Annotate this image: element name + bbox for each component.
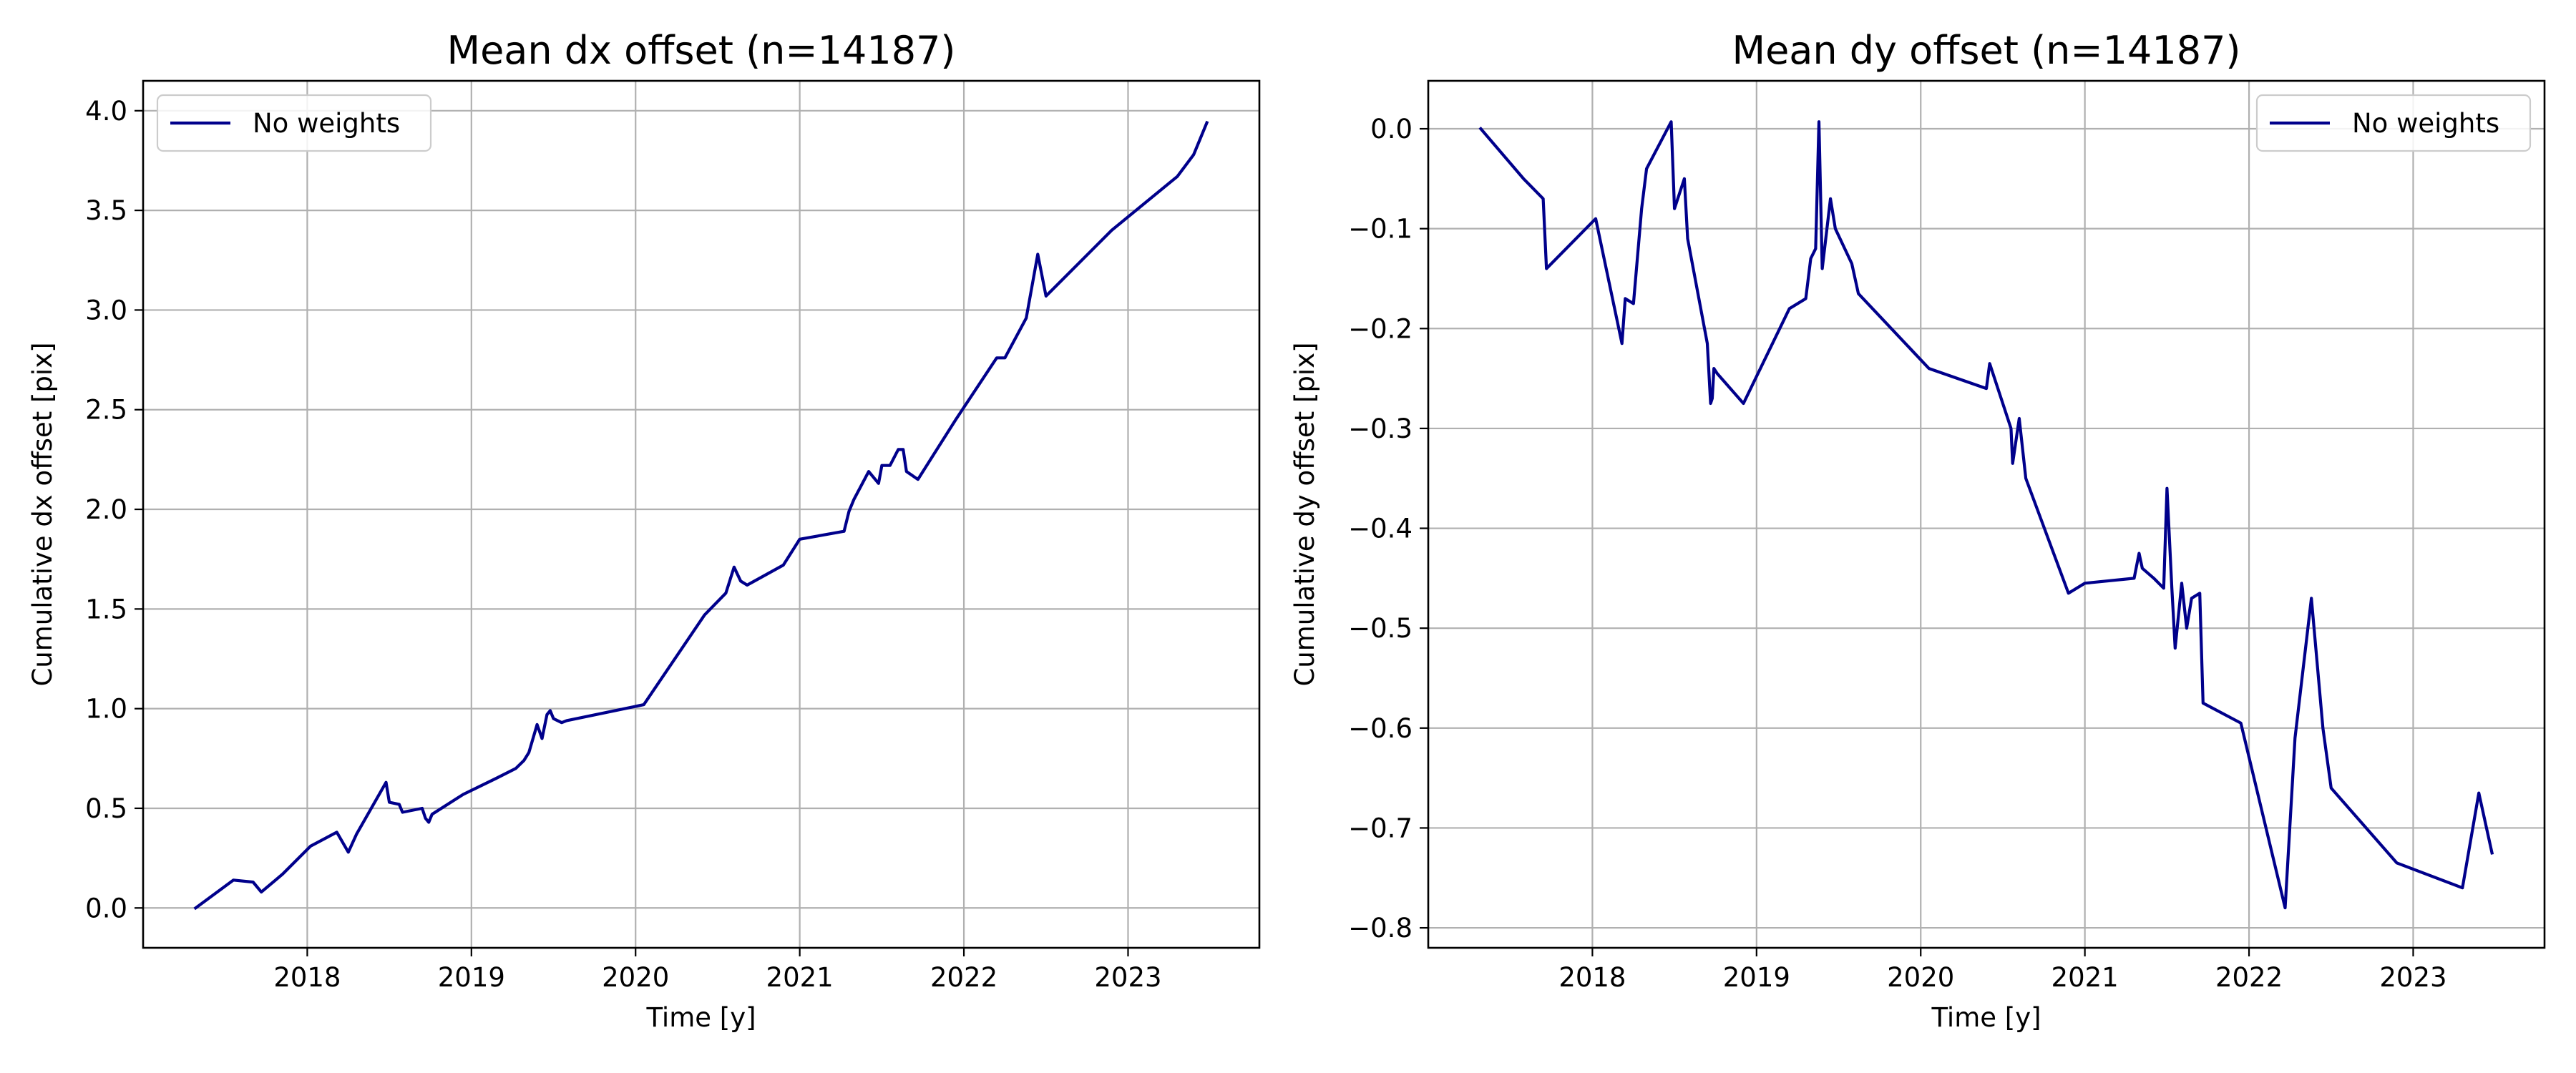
x-tick-label: 2021 [766,962,834,993]
y-tick-label: 3.5 [85,195,127,226]
x-tick-label: 2018 [273,962,341,993]
y-tick-label: 2.0 [85,494,127,525]
y-tick-label: 1.0 [85,694,127,725]
y-tick-label: 2.5 [85,395,127,426]
y-axis-label: Cumulative dy offset [pix] [1289,342,1320,686]
series-line-no-weights [193,120,1209,911]
x-tick-label: 2018 [1558,962,1626,993]
x-axis-label: Time [y] [1931,1002,2041,1033]
x-tick-label: 2022 [2215,962,2283,993]
x-tick-label: 2023 [2379,962,2446,993]
legend: No weights [2255,94,2532,152]
y-tick-label: 3.0 [85,295,127,325]
y-tick-label: 0.0 [85,893,127,923]
series-line-no-weights [1478,120,2494,910]
y-tick-label: −0.1 [1348,214,1413,245]
x-tick-label: 2020 [1887,962,1954,993]
chart-title: Mean dx offset (n=14187) [447,28,955,73]
y-tick-label: −0.4 [1348,514,1413,544]
x-tick-label: 2021 [2051,962,2119,993]
x-axis-label: Time [y] [645,1002,756,1033]
x-tick-label: 2019 [1723,962,1790,993]
legend: No weights [156,94,432,152]
y-tick-label: 0.0 [1370,114,1413,144]
x-tick-label: 2022 [930,962,997,993]
chart-title: Mean dy offset (n=14187) [1732,28,2240,73]
y-tick-label: 4.0 [85,96,127,127]
chart-dx-offset: 2018 2019 2020 2021 2022 2023 0.0 0.5 1.0 1.5 2.0 2… [27,28,1261,1033]
legend-label: No weights [2352,108,2499,139]
y-tick-label: −0.6 [1348,713,1413,744]
y-tick-label: −0.2 [1348,313,1413,344]
y-tick-label: −0.8 [1348,913,1413,944]
axes-frame [142,79,1261,949]
y-tick-label: −0.3 [1348,413,1413,444]
x-tick-label: 2019 [438,962,505,993]
legend-box [156,94,432,152]
y-tick-label: −0.7 [1348,813,1413,843]
legend-label: No weights [253,108,400,139]
legend-box [2255,94,2532,152]
x-tick-label: 2023 [1094,962,1161,993]
y-tick-label: 1.5 [85,594,127,624]
y-tick-label: 0.5 [85,793,127,824]
x-tick-label: 2020 [602,962,669,993]
axes-frame [1427,79,2546,949]
y-tick-label: −0.5 [1348,613,1413,644]
y-axis-label: Cumulative dx offset [pix] [27,342,58,686]
chart-dy-offset: 2018 2019 2020 2021 2022 2023 0.0 −0.1 −0.2 −0.3 −… [1289,28,2546,1033]
